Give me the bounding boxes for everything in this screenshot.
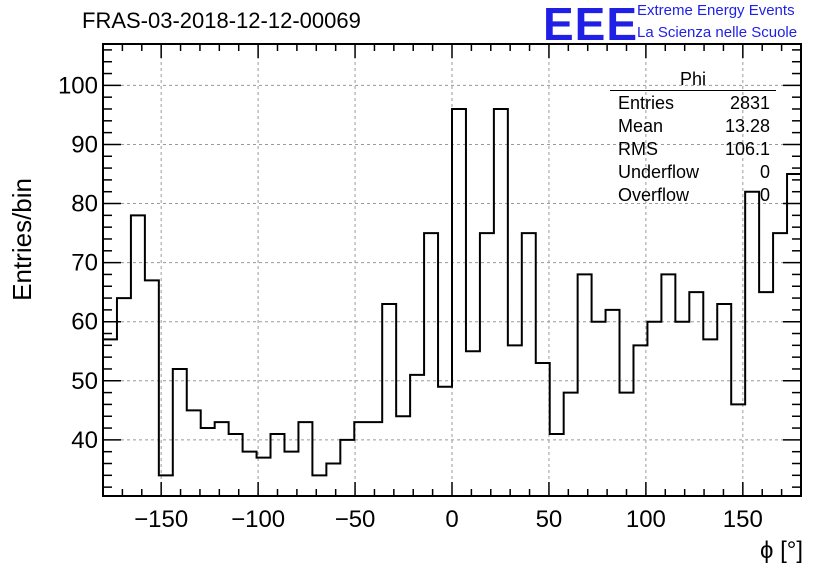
x-tick-label: −50	[335, 506, 376, 533]
logo-line-1: Extreme Energy Events	[637, 2, 795, 19]
axis-ticks	[103, 44, 801, 496]
y-tick-label: 60	[71, 309, 98, 336]
plot-frame	[102, 43, 802, 497]
y-tick-label: 100	[58, 72, 98, 99]
x-tick-label: −100	[231, 506, 285, 533]
x-tick-label: −150	[134, 506, 188, 533]
y-tick-label: 90	[71, 131, 98, 158]
stats-value: 2831	[729, 93, 770, 113]
stats-value: 0	[759, 185, 770, 205]
plot-title: FRAS-03-2018-12-12-00069	[82, 8, 361, 33]
y-tick-label: 80	[71, 191, 98, 218]
stats-value: 13.28	[724, 116, 770, 136]
stats-row-mean: Mean 13.28	[618, 116, 770, 138]
stats-box: Phi Entries 2831 Mean 13.28 RMS 106.1 Un…	[610, 69, 780, 209]
x-axis-label: ϕ [°]	[760, 537, 803, 564]
eee-logo: EEE	[543, 0, 639, 50]
histogram-line	[103, 107, 801, 477]
stats-key: Entries	[618, 93, 675, 113]
x-tick-label: 100	[626, 506, 666, 533]
y-tick-label: 40	[71, 427, 98, 454]
stats-title: Phi	[679, 69, 706, 89]
stats-key: Overflow	[618, 185, 690, 205]
x-tick-labels: −150 −100 −50 0 50 100 150	[134, 506, 763, 533]
stats-row-overflow: Overflow 0	[618, 185, 770, 207]
stats-value: 0	[759, 162, 770, 182]
y-axis-label: Entries/bin	[7, 178, 37, 301]
stats-key: Underflow	[618, 162, 700, 182]
x-tick-label: 50	[536, 506, 563, 533]
y-tick-label: 50	[71, 368, 98, 395]
x-tick-label: 150	[723, 506, 763, 533]
y-tick-labels: 40 50 60 70 80 90 100	[58, 72, 98, 454]
y-tick-label: 70	[71, 250, 98, 277]
logo-line-2: La Scienza nelle Scuole	[637, 24, 798, 41]
stats-key: RMS	[618, 139, 658, 159]
stats-row-underflow: Underflow 0	[618, 162, 770, 184]
stats-divider	[610, 90, 776, 91]
stats-row-rms: RMS 106.1	[618, 139, 770, 161]
stats-row-entries: Entries 2831	[618, 93, 770, 115]
stats-key: Mean	[618, 116, 664, 136]
stats-value: 106.1	[724, 139, 770, 159]
x-tick-label: 0	[445, 506, 458, 533]
